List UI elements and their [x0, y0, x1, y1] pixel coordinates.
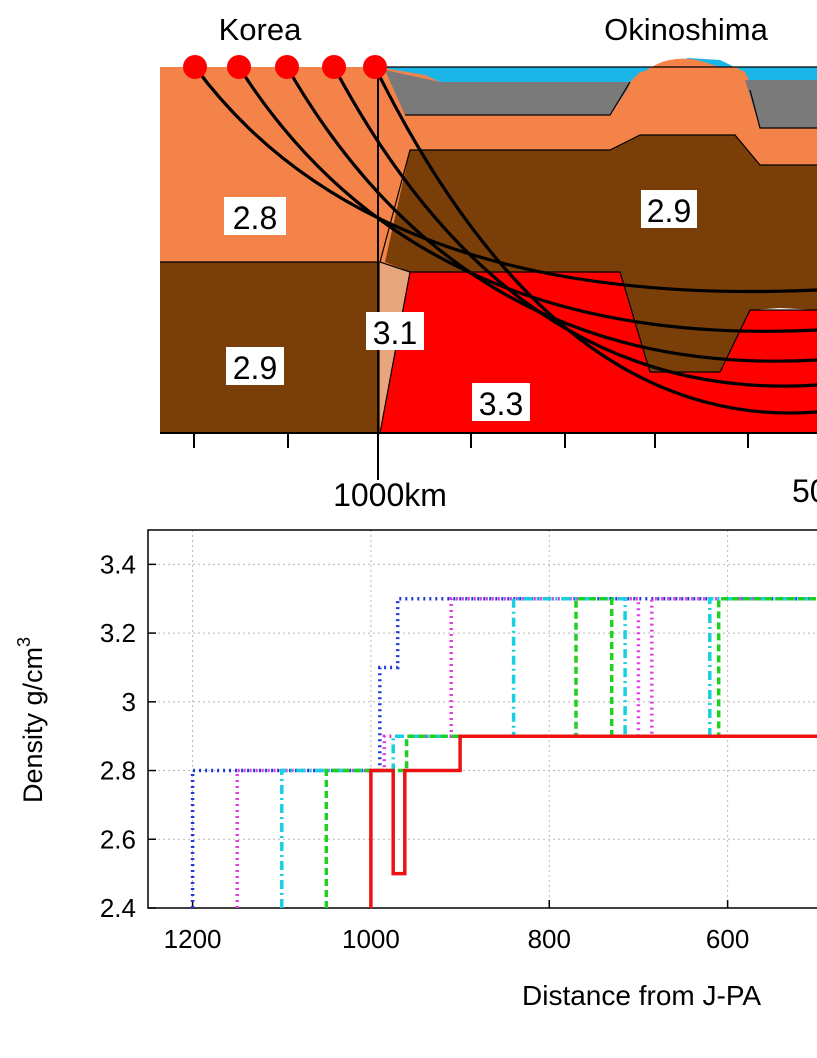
series-line: [369, 734, 817, 908]
chart-grid: [148, 530, 817, 909]
beam-lines: [193, 66, 817, 415]
y-axis-label: Density g/cm3: [14, 637, 48, 803]
beam-line: [193, 66, 817, 294]
distance-label: 1000km: [333, 477, 447, 513]
chart-ticks: 1200 1000 800 600 2.4 2.6 2.8 3 3.2 3.4: [100, 549, 749, 954]
lower-crust-right: [385, 135, 817, 372]
x-tick-label: 800: [528, 924, 571, 954]
source-dots: [183, 55, 387, 79]
y-axis-label-superscript: 3: [14, 637, 34, 647]
beam-line: [373, 66, 817, 415]
place-label-korea: Korea: [219, 12, 302, 47]
series-line: [190, 596, 817, 908]
x-tick-label: 1000: [342, 924, 400, 954]
y-tick-label: 3: [122, 687, 136, 717]
place-label-okinoshima: Okinoshima: [604, 12, 768, 47]
distance-label-cut: 50: [792, 473, 817, 509]
source-dot: [227, 55, 251, 79]
y-tick-label: 3.2: [100, 618, 136, 648]
series-line: [324, 596, 817, 908]
y-tick-label: 2.8: [100, 756, 136, 786]
x-axis-label: Distance from J-PA: [522, 980, 761, 1011]
y-tick-label: 2.4: [100, 893, 136, 923]
sediment-right: [745, 80, 817, 128]
series-line: [235, 596, 817, 908]
sea-region: [380, 58, 817, 82]
density-chart: 1200 1000 800 600 2.4 2.6 2.8 3 3.2 3.4 Density g…: [14, 529, 817, 1011]
source-dot: [183, 55, 207, 79]
source-dot: [322, 55, 346, 79]
beam-line: [332, 66, 817, 388]
source-dot: [363, 55, 387, 79]
density-label-upper-crust: 2.8: [233, 200, 277, 236]
density-label-mantle: 3.3: [479, 386, 523, 422]
plot-frame: [147, 529, 817, 909]
density-label-transition: 3.1: [373, 315, 417, 351]
sediment-left: [385, 68, 660, 115]
boundary-lines: [160, 66, 817, 480]
cross-section-diagram: Korea Okinoshima 2.8 2.9 2.9 3.1 3.3 100…: [160, 12, 817, 513]
y-tick-label: 2.6: [100, 824, 136, 854]
y-tick-label: 3.4: [100, 549, 136, 579]
okinoshima-island: [620, 58, 750, 128]
density-label-lower-crust-right: 2.9: [647, 193, 691, 229]
distance-axis: [160, 432, 817, 448]
x-tick-label: 1200: [164, 924, 222, 954]
density-label-lower-crust-left: 2.9: [233, 350, 277, 386]
x-tick-label: 600: [706, 924, 749, 954]
source-dot: [275, 55, 299, 79]
chart-series: [190, 596, 817, 908]
beam-line: [285, 66, 817, 363]
